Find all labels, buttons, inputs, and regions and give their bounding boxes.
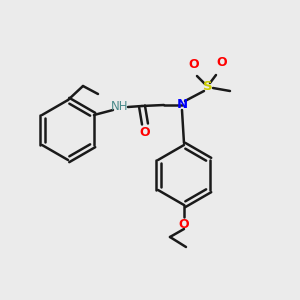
Text: NH: NH: [111, 100, 129, 113]
Text: O: O: [140, 125, 150, 139]
Text: O: O: [217, 56, 227, 70]
Text: N: N: [176, 98, 188, 110]
Text: S: S: [203, 80, 213, 94]
Text: O: O: [179, 218, 189, 232]
Text: O: O: [189, 58, 199, 71]
